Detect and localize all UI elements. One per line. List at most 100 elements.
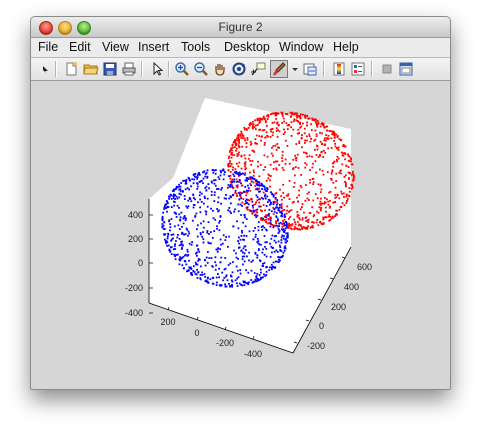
scatter-point — [234, 142, 237, 145]
scatter-point — [279, 211, 281, 214]
link-plot-icon[interactable] — [302, 61, 318, 77]
rotate-icon[interactable] — [231, 61, 247, 77]
close-window-button[interactable] — [39, 21, 53, 35]
scatter-point — [324, 151, 327, 154]
legend-icon[interactable] — [350, 61, 366, 77]
axes-back-wall — [173, 98, 351, 201]
scatter-point — [282, 224, 285, 227]
new-figure-icon[interactable] — [63, 61, 79, 77]
scatter-point — [342, 144, 345, 146]
scatter-point — [313, 118, 315, 121]
brush-icon[interactable] — [270, 60, 288, 78]
menu-edit[interactable]: Edit — [69, 40, 91, 54]
title-bar[interactable]: Figure 2 — [31, 17, 450, 38]
scatter-point — [264, 214, 267, 217]
scatter-point — [278, 230, 281, 233]
scatter-point — [217, 273, 219, 275]
scatter-point — [240, 214, 242, 216]
scatter-point — [312, 215, 315, 218]
scatter-point — [248, 209, 251, 211]
scatter-point — [214, 268, 217, 271]
scatter-point — [247, 127, 250, 129]
scatter-point — [236, 180, 238, 183]
scatter-point — [265, 179, 268, 182]
scatter-point — [185, 180, 187, 183]
arrow-icon[interactable] — [37, 61, 53, 77]
scatter-point — [175, 254, 178, 256]
scatter-point — [258, 135, 261, 137]
scatter-point — [250, 260, 253, 263]
scatter-point — [272, 224, 274, 227]
zoom-out-icon[interactable] — [193, 61, 209, 77]
scatter-point — [168, 198, 170, 200]
scatter-point — [161, 226, 164, 229]
scatter-point — [248, 199, 251, 202]
scatter-point — [308, 135, 311, 138]
scatter-point — [266, 187, 268, 189]
scatter-point — [194, 214, 197, 217]
scatter-point — [265, 255, 268, 258]
scatter-point — [220, 171, 222, 174]
menu-desktop[interactable]: Desktop — [224, 40, 270, 54]
scatter-point — [273, 266, 276, 269]
scatter-point — [312, 183, 314, 185]
scatter-point — [247, 178, 250, 180]
menu-help[interactable]: Help — [333, 40, 359, 54]
scatter-point — [249, 159, 252, 162]
print-icon[interactable] — [121, 61, 137, 77]
scatter-point — [254, 179, 257, 181]
scatter-point — [282, 183, 285, 186]
scatter-point — [245, 269, 247, 272]
scatter-point — [192, 193, 194, 196]
scatter-point — [325, 139, 327, 142]
menu-insert[interactable]: Insert — [138, 40, 170, 54]
data-cursor-icon[interactable] — [250, 61, 266, 77]
scatter-point — [206, 205, 209, 208]
menu-file[interactable]: File — [38, 40, 59, 54]
scatter-point — [181, 257, 184, 259]
scatter-point — [260, 196, 263, 199]
scatter3-plot[interactable]: 400 200 0 -200 -400 200 0 -200 -400 600 … — [31, 81, 450, 389]
scatter-point — [200, 233, 202, 236]
scatter-point — [347, 166, 350, 168]
hide-tools-icon[interactable] — [379, 61, 395, 77]
scatter-point — [276, 201, 278, 203]
scatter-point — [267, 198, 270, 201]
scatter-point — [212, 209, 214, 212]
scatter-point — [304, 151, 307, 154]
scatter-point — [241, 145, 244, 148]
pan-icon[interactable] — [212, 61, 228, 77]
scatter-point — [161, 215, 164, 218]
zoom-in-icon[interactable] — [174, 61, 190, 77]
open-icon[interactable] — [83, 61, 99, 77]
scatter-point — [335, 212, 338, 215]
scatter-point — [263, 129, 266, 131]
scatter-point — [330, 217, 333, 220]
scatter-point — [244, 163, 247, 166]
zoom-window-button[interactable] — [77, 21, 91, 35]
scatter-point — [320, 222, 323, 225]
minimize-window-button[interactable] — [58, 21, 72, 35]
menu-window[interactable]: Window — [279, 40, 324, 54]
scatter-point — [189, 266, 192, 269]
brush-dropdown-icon[interactable] — [287, 61, 298, 77]
axes-background — [149, 129, 351, 353]
scatter-point — [227, 184, 230, 186]
scatter-point — [237, 172, 239, 174]
scatter-point — [264, 166, 267, 168]
menu-tools[interactable]: Tools — [181, 40, 211, 54]
select-icon[interactable] — [149, 61, 165, 77]
scatter-point — [236, 184, 239, 187]
axis-tick-mark — [329, 277, 334, 280]
scatter-point — [257, 240, 260, 242]
show-tools-icon[interactable] — [398, 61, 414, 77]
scatter-point — [276, 160, 279, 163]
colorbar-icon[interactable] — [331, 61, 347, 77]
menu-view[interactable]: View — [102, 40, 129, 54]
scatter-point — [220, 284, 223, 287]
scatter-point — [269, 200, 271, 202]
scatter-point — [183, 179, 186, 182]
scatter-point — [234, 208, 236, 211]
scatter-point — [196, 185, 199, 188]
save-icon[interactable] — [102, 61, 118, 77]
